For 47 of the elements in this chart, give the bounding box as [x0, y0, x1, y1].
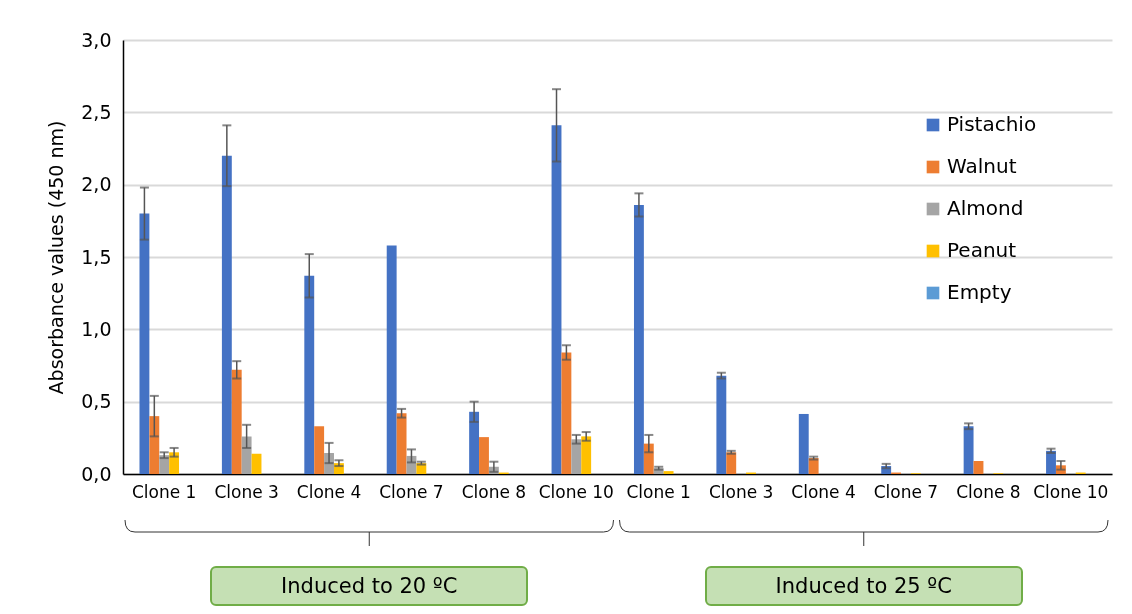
- x-tick-label: Clone 1: [626, 481, 691, 502]
- x-tick-label: Clone 1: [131, 481, 197, 502]
- y-tick-label: 0,5: [81, 390, 112, 413]
- x-tick-label: Clone 7: [873, 481, 939, 502]
- y-axis-title: Absorbance values (450 nm): [45, 120, 68, 395]
- bar: [231, 369, 242, 474]
- bar: [571, 439, 582, 474]
- bar: [386, 245, 397, 474]
- bar: [149, 416, 160, 474]
- bar: [798, 413, 809, 474]
- legend-label: Pistachio: [947, 112, 1037, 136]
- legend-label: Walnut: [947, 154, 1017, 178]
- x-tick-label: Clone 10: [538, 481, 614, 502]
- x-tick-label: Clone 4: [296, 481, 362, 502]
- x-tick-label: Clone 4: [791, 481, 856, 502]
- legend-label: Almond: [947, 196, 1024, 220]
- x-tick-label: Clone 8: [461, 481, 527, 502]
- y-tick-label: 0,0: [81, 462, 112, 485]
- x-tick-label: Clone 8: [956, 481, 1021, 502]
- bar: [726, 452, 737, 474]
- bar: [973, 460, 984, 474]
- legend-label: Empty: [947, 280, 1012, 304]
- bar: [479, 437, 489, 474]
- y-tick-label: 3,0: [81, 28, 112, 51]
- bar: [561, 352, 572, 474]
- bar: [251, 453, 262, 474]
- bar: [241, 436, 252, 474]
- bar: [304, 275, 315, 474]
- text: Induced to 20 ºC: [210, 566, 529, 606]
- bar: [469, 411, 480, 474]
- legend-label: Peanut: [947, 238, 1017, 262]
- y-tick-label: 1,5: [81, 245, 112, 268]
- bar: [314, 426, 325, 474]
- x-tick-label: Clone 3: [708, 481, 774, 502]
- y-tick-label: 2,5: [81, 100, 112, 123]
- y-tick-label: 1,0: [81, 317, 112, 340]
- bar: [633, 204, 644, 474]
- bar: [551, 125, 562, 474]
- y-tick-label: 2,0: [81, 173, 112, 196]
- bar: [139, 213, 150, 474]
- bar: [663, 471, 674, 474]
- x-tick-label: Clone 10: [1033, 481, 1109, 502]
- bar: [221, 155, 232, 474]
- bar: [396, 413, 407, 474]
- x-tick-label: Clone 3: [214, 481, 279, 502]
- text: Induced to 25 ºC: [704, 566, 1023, 606]
- x-tick-label: Clone 7: [379, 481, 444, 502]
